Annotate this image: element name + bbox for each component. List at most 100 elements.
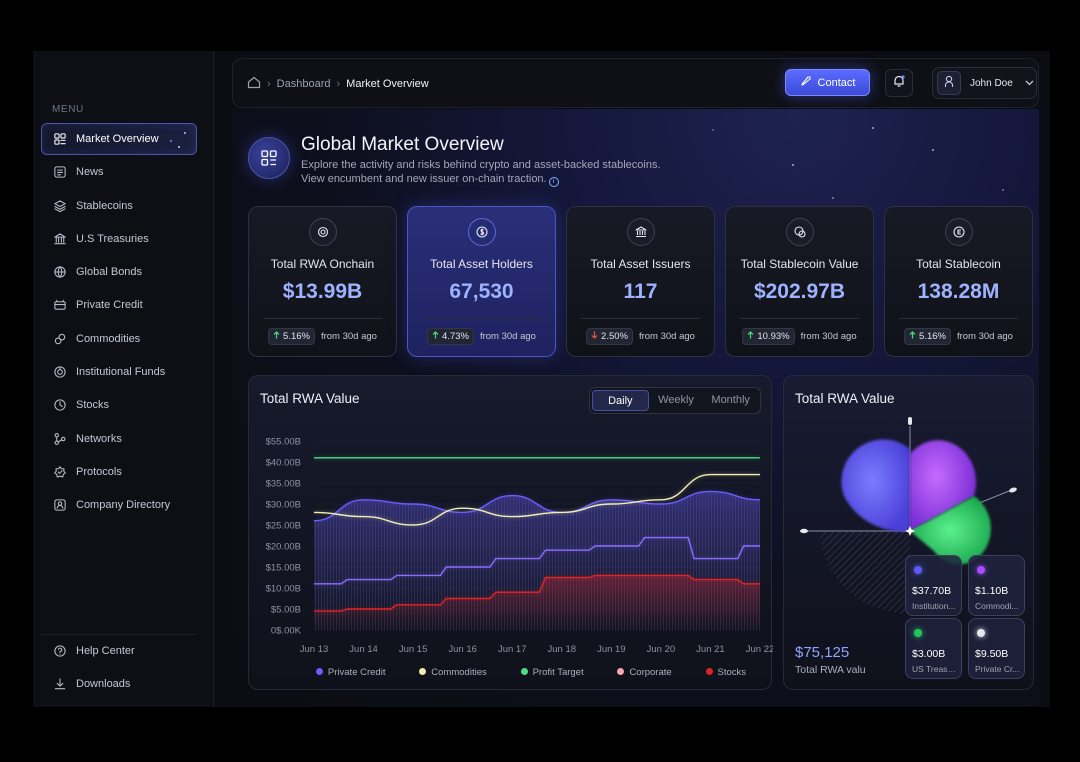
stat-card-total-stablecoin-value[interactable]: Total Stablecoin Value $202.97B 10.93% f…	[725, 206, 874, 357]
sidebar-item-label: U.S Treasuries	[76, 232, 149, 245]
tile-dot	[914, 629, 922, 637]
sidebar-item-label: Market Overview	[76, 133, 159, 145]
tile-value: $37.70B	[912, 585, 952, 597]
period-toggle: Daily Weekly Monthly	[589, 387, 761, 414]
sidebar-item-label: News	[76, 166, 104, 179]
legend-item-commodities[interactable]: Commodities	[419, 667, 487, 678]
stat-footer: 5.16% from 30d ago	[249, 328, 396, 345]
contact-button[interactable]: Contact	[785, 69, 870, 96]
breadcrumb-dashboard[interactable]: Dashboard	[276, 78, 331, 90]
stat-card-total-asset-issuers[interactable]: Total Asset Issuers 117 2.50% from 30d a…	[566, 206, 715, 357]
dashboard-grid-icon	[248, 137, 290, 179]
legend-dot	[520, 668, 528, 675]
area-fill-stocks	[314, 575, 760, 630]
contact-label: Contact	[817, 76, 856, 89]
info-icon[interactable]: i	[548, 176, 559, 187]
x-tick-label: Jun 15	[399, 644, 428, 655]
change-value: 2.50%	[601, 331, 628, 342]
tile-dot	[977, 566, 985, 574]
pie-slice-treasuries[interactable]	[910, 496, 991, 565]
line-chart: $55.00B $40.00B $35.00B $30.00B $25.00B $20.0…	[266, 437, 773, 656]
tile-dot	[977, 629, 985, 637]
tile-value: $1.10B	[975, 585, 1009, 597]
sidebar-item-market-overview[interactable]: Market Overview	[41, 123, 197, 155]
pie-slice-private-credit[interactable]	[820, 531, 910, 614]
stat-icon	[627, 218, 655, 246]
pie-legend-tile[interactable]: $1.10B Commodi...	[968, 555, 1025, 616]
pie-handle	[800, 528, 808, 534]
help-icon	[53, 644, 67, 658]
pie-slice-commodities[interactable]	[910, 440, 977, 531]
stat-icon	[468, 218, 496, 246]
sidebar-item-u-s-treasuries[interactable]: U.S Treasuries	[41, 223, 197, 255]
stat-icon	[786, 218, 814, 246]
stat-card-total-stablecoin[interactable]: Total Stablecoin 138.28M 5.16% from 30d …	[884, 206, 1033, 357]
change-value: 5.16%	[283, 331, 310, 342]
user-name: John Doe	[970, 77, 1013, 89]
sidebar-item-private-credit[interactable]: Private Credit	[41, 289, 197, 321]
pie-handle	[1009, 487, 1017, 493]
sidebar-item-networks[interactable]: Networks	[41, 423, 197, 455]
change-badge: 10.93%	[742, 328, 795, 345]
x-tick-label: Jun 18	[548, 644, 577, 655]
globe-icon	[53, 265, 67, 279]
sidebar-item-help-center[interactable]: Help Center	[41, 635, 197, 667]
change-value: 5.16%	[919, 331, 946, 342]
pie-legend-tile[interactable]: $9.50B Private Cr...	[968, 618, 1025, 679]
legend-item-corporate[interactable]: Corporate	[617, 667, 672, 678]
sidebar-item-stocks[interactable]: Stocks	[41, 389, 197, 421]
sidebar-item-commodities[interactable]: Commodities	[41, 323, 197, 355]
legend-item-stocks[interactable]: Stocks	[705, 667, 747, 678]
legend-label: Corporate	[629, 667, 672, 678]
legend-item-private-credit[interactable]: Private Credit	[315, 667, 385, 678]
sidebar-item-stablecoins[interactable]: Stablecoins	[41, 190, 197, 222]
sidebar-item-downloads[interactable]: Downloads	[41, 668, 197, 700]
series-line-private-credit[interactable]	[313, 490, 761, 522]
sidebar-item-news[interactable]: News	[41, 156, 197, 188]
sidebar-item-label: Institutional Funds	[76, 366, 166, 379]
sidebar-item-protocols[interactable]: Protocols	[41, 456, 197, 488]
sidebar-item-company-directory[interactable]: Company Directory	[41, 489, 197, 521]
legend-dot	[419, 668, 427, 675]
y-tick-label: $20.00B	[266, 542, 301, 553]
series-line-stocks[interactable]	[314, 574, 760, 612]
x-tick-label: Jun 22	[746, 644, 773, 655]
x-tick-label: Jun 16	[448, 644, 477, 655]
topbar: › Dashboard › Market Overview Contact	[232, 58, 1039, 108]
sidebar-item-label: Global Bonds	[76, 266, 143, 279]
stat-footer: 4.73% from 30d ago	[408, 328, 555, 345]
stat-divider	[740, 318, 859, 319]
stat-label: Total RWA Onchain	[270, 257, 375, 271]
tab-monthly[interactable]: Monthly	[711, 394, 750, 406]
rwa-pie-chart-panel: Total RWA Value	[783, 375, 1034, 690]
notification-button[interactable]	[885, 69, 913, 97]
stat-card-total-asset-holders[interactable]: Total Asset Holders 67,530 4.73% from 30…	[407, 206, 556, 357]
y-tick-label: $15.00B	[266, 563, 301, 574]
tab-weekly[interactable]: Weekly	[658, 394, 694, 406]
arrow-down-icon	[591, 331, 598, 342]
chart-legend: Private Credit Commodities Profit Target Co…	[249, 667, 771, 678]
sidebar-item-institutional-funds[interactable]: Institutional Funds	[41, 356, 197, 388]
sidebar-item-global-bonds[interactable]: Global Bonds	[41, 256, 197, 288]
pie-legend-tile[interactable]: $3.00B US Treasu...	[905, 618, 962, 679]
page-subtitle: Explore the activity and risks behind cr…	[301, 159, 721, 187]
bank-icon	[53, 232, 67, 246]
change-period: from 30d ago	[800, 331, 857, 342]
stat-divider	[581, 318, 700, 319]
pie-slice-institutional[interactable]	[841, 439, 910, 532]
grid-icon	[53, 132, 67, 146]
stat-card-total-rwa-onchain[interactable]: Total RWA Onchain $13.99B 5.16% from 30d…	[248, 206, 397, 357]
user-menu[interactable]: John Doe	[932, 67, 1037, 99]
legend-label: Stocks	[717, 667, 747, 678]
rocket-icon	[800, 75, 812, 90]
sidebar-item-label: Networks	[76, 432, 122, 445]
arrow-up-icon	[432, 331, 439, 342]
stat-label: Total Asset Holders	[430, 257, 533, 271]
change-period: from 30d ago	[320, 331, 377, 342]
series-line-commodities[interactable]	[313, 473, 760, 526]
series-line-corporate[interactable]	[314, 536, 760, 585]
home-icon[interactable]	[247, 76, 261, 92]
pie-legend-tile[interactable]: $37.70B Institution...	[905, 555, 962, 616]
legend-item-profit-target[interactable]: Profit Target	[520, 667, 584, 678]
tab-daily[interactable]: Daily	[592, 390, 649, 411]
